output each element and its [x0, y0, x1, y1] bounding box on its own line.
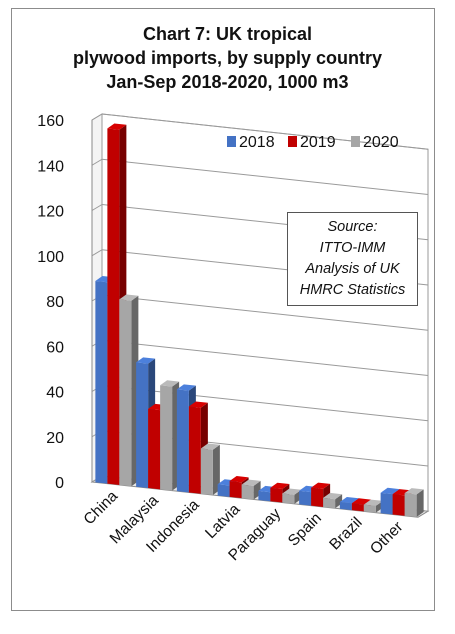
bar-side — [335, 494, 343, 509]
legend-item: 2019 — [288, 134, 336, 151]
y-tick-label: 80 — [46, 294, 64, 311]
bar — [241, 479, 261, 500]
y-tick-label: 160 — [37, 113, 64, 130]
gridline — [101, 113, 429, 150]
legend: 2018 2019 2020 — [227, 134, 399, 151]
bar-front — [229, 481, 242, 499]
bar — [160, 380, 180, 491]
bar-top — [270, 482, 290, 489]
bar-top — [241, 479, 261, 486]
bar-top — [339, 496, 359, 504]
y-tick-label: 60 — [46, 339, 64, 356]
y-tick-label: 0 — [55, 475, 64, 492]
bar-side — [416, 489, 424, 518]
chart-title: Chart 7: UK tropical plywood imports, by… — [0, 22, 455, 94]
x-tick-label: China — [81, 487, 122, 528]
bar-front — [258, 490, 271, 502]
bar-front — [299, 490, 312, 506]
bar-top — [323, 492, 343, 500]
x-tick-label: Latvia — [202, 501, 244, 543]
bar-front — [148, 408, 161, 490]
bar-front — [339, 501, 352, 511]
bar-top — [380, 487, 400, 495]
legend-item: 2018 — [227, 134, 275, 151]
y-tick-label: 20 — [46, 430, 64, 447]
bar-top — [404, 488, 424, 495]
legend-swatch — [351, 136, 360, 147]
bar-front — [136, 362, 149, 489]
title-line-2: plywood imports, by supply country — [72, 48, 383, 68]
source-line-1: Source: — [327, 219, 378, 235]
gridline-depth — [91, 158, 103, 166]
y-tick-label: 40 — [46, 385, 64, 402]
bar-top — [160, 380, 180, 387]
legend-swatch — [288, 136, 297, 147]
source-line-3: Analysis of UK — [305, 261, 400, 277]
x-tick-label: Other — [367, 518, 406, 557]
bar-side — [212, 444, 220, 496]
gridline-depth — [91, 204, 103, 211]
title-line-1: Chart 7: UK tropical — [142, 24, 313, 44]
x-tick-label: Spain — [285, 510, 325, 550]
bar-top — [392, 489, 412, 496]
bar-front — [119, 299, 132, 487]
y-axis: 0 20 40 60 80 100 120 140 160 — [37, 113, 93, 492]
bar-top — [200, 443, 220, 450]
bar-top — [107, 123, 127, 130]
bar-top — [363, 499, 383, 506]
gridline — [101, 385, 429, 422]
legend-item: 2020 — [351, 134, 399, 151]
bars — [95, 123, 424, 518]
title-line-3: Jan-Sep 2018-2020, 1000 m3 — [106, 72, 349, 92]
bar-front — [200, 448, 213, 496]
bar — [200, 443, 220, 496]
legend-label: 2020 — [363, 134, 399, 151]
gridline — [101, 294, 429, 331]
bar-front — [217, 484, 230, 497]
source-line-2: ITTO-IMM — [319, 240, 386, 256]
bar-front — [363, 504, 376, 513]
x-tick-label: Brazil — [326, 514, 365, 553]
bar-front — [188, 406, 201, 494]
bar-top — [136, 357, 156, 364]
bar-front — [351, 503, 364, 512]
bar-front — [392, 494, 405, 516]
bar-top — [229, 476, 249, 483]
bar — [404, 488, 424, 518]
bar-front — [95, 281, 108, 484]
legend-label: 2018 — [239, 134, 275, 151]
gridline — [101, 339, 429, 376]
bar-front — [176, 389, 189, 493]
gridline-depth — [91, 249, 103, 257]
bar-top — [351, 498, 371, 505]
bar — [119, 294, 139, 487]
bar — [323, 492, 343, 509]
bar-front — [380, 492, 393, 515]
y-tick-label: 120 — [37, 204, 64, 221]
bar-front — [323, 497, 336, 509]
bar-front — [107, 128, 120, 485]
gridline — [101, 158, 429, 195]
source-line-4: HMRC Statistics — [299, 282, 406, 298]
bar-front — [270, 487, 283, 503]
bar-front — [241, 484, 254, 500]
y-tick-label: 140 — [37, 158, 64, 175]
bar-top — [119, 294, 139, 301]
bar-front — [311, 487, 324, 507]
bar-front — [404, 493, 417, 518]
bar-top — [311, 482, 331, 489]
bar-top — [188, 401, 208, 408]
legend-swatch — [227, 136, 236, 147]
bar-top — [282, 488, 302, 495]
bar-top — [176, 384, 196, 391]
bar-front — [160, 385, 173, 491]
y-tick-label: 100 — [37, 249, 64, 266]
legend-label: 2019 — [300, 134, 336, 151]
gridline-depth — [91, 113, 103, 121]
bar-front — [282, 493, 295, 504]
source-annotation: Source: ITTO-IMM Analysis of UK HMRC Sta… — [287, 212, 418, 306]
